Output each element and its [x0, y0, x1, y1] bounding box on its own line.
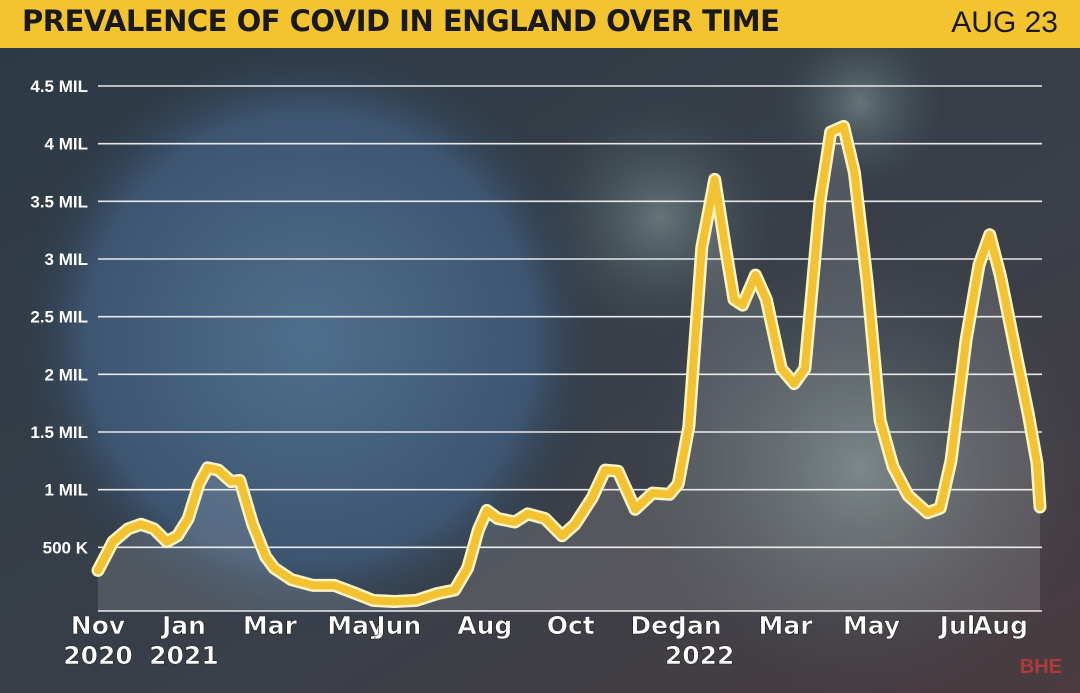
x-tick-label: Jan: [160, 611, 206, 640]
y-tick-label: 4.5 MIL: [30, 77, 88, 96]
x-tick-label: Oct: [547, 611, 595, 640]
y-tick-label: 500 K: [43, 538, 89, 557]
x-tick-label: Jul: [938, 611, 976, 640]
y-tick-label: 4 MIL: [45, 135, 88, 154]
y-tick-label: 3 MIL: [45, 250, 88, 269]
x-tick-year-label: 2021: [149, 641, 219, 670]
series-line: [94, 122, 1044, 606]
chart-header: PREVALENCE OF COVID IN ENGLAND OVER TIME…: [0, 0, 1080, 48]
y-tick-label: 2 MIL: [45, 365, 88, 384]
x-tick-label: Jun: [374, 611, 421, 640]
x-tick-label: Jan: [676, 611, 722, 640]
series-line-group: [91, 119, 1047, 612]
x-tick-label: Aug: [973, 611, 1028, 640]
watermark-logo: BHE: [1019, 656, 1062, 678]
chart-title: PREVALENCE OF COVID IN ENGLAND OVER TIME: [22, 4, 780, 38]
x-tick-year-label: 2020: [63, 641, 133, 670]
x-tick-label: May: [843, 611, 900, 640]
x-tick-label: Nov: [71, 611, 125, 640]
y-axis-labels: 500 K 1 MIL 1.5 MIL 2 MIL 2.5 MIL 3 MIL 3.5 MI…: [30, 77, 88, 557]
x-tick-label: May: [327, 611, 384, 640]
x-tick-year-label: 2022: [665, 641, 735, 670]
series-area: [98, 126, 1040, 612]
chart-area: 500 K 1 MIL 1.5 MIL 2 MIL 2.5 MIL 3 MIL 3.5 MI…: [0, 48, 1080, 693]
x-tick-label: Dec: [630, 611, 683, 640]
y-tick-label: 3.5 MIL: [30, 192, 88, 211]
x-tick-label: Mar: [243, 611, 298, 640]
y-tick-label: 1 MIL: [45, 481, 88, 500]
y-tick-label: 2.5 MIL: [30, 308, 88, 327]
x-tick-label: Aug: [457, 611, 512, 640]
y-tick-label: 1.5 MIL: [30, 423, 88, 442]
chart-date: AUG 23: [951, 6, 1058, 39]
x-tick-label: Mar: [759, 611, 814, 640]
